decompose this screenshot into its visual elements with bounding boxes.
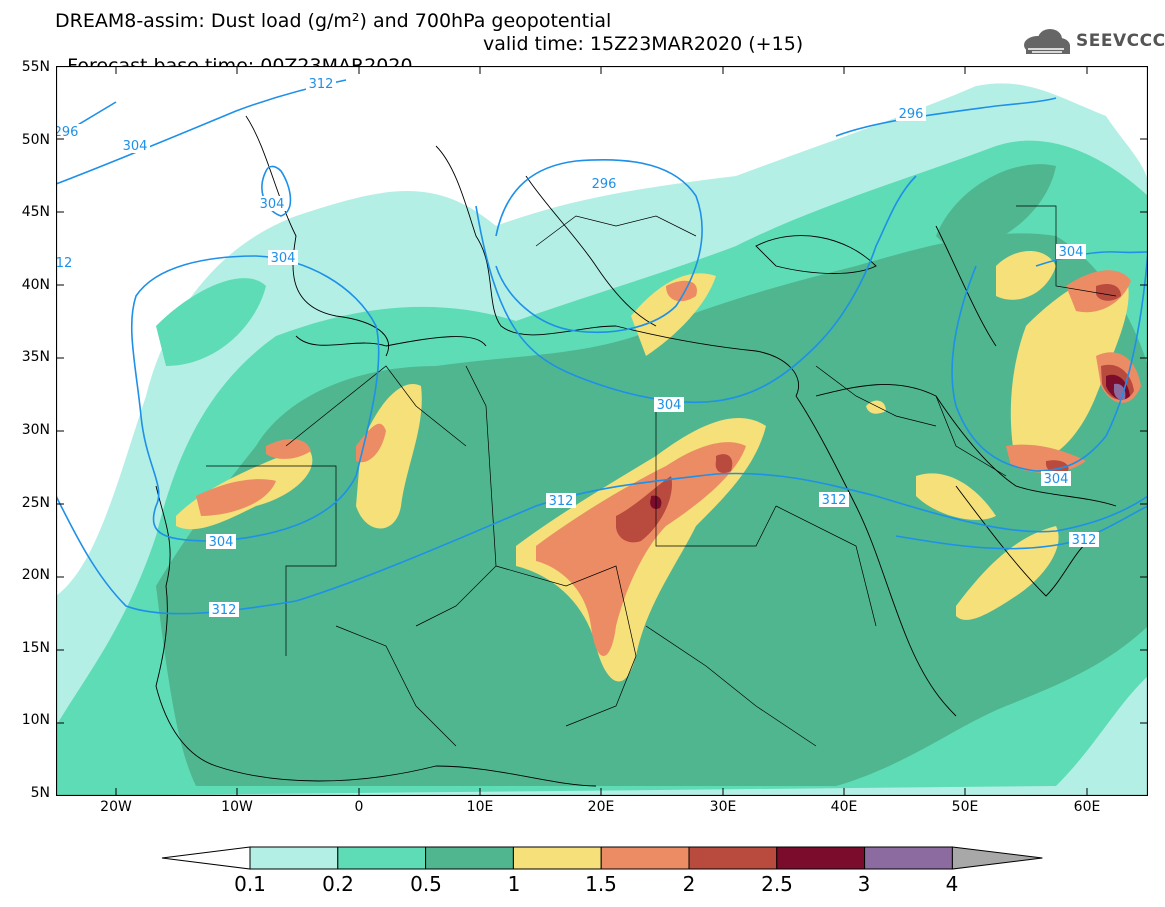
colorbar-cell [161, 846, 251, 870]
lon-label: 40E [830, 799, 858, 815]
colorbar-cell [337, 846, 427, 870]
contour-label: 12 [56, 256, 72, 271]
contour-label: 304 [1059, 245, 1084, 260]
logo-text: SEEVCCC [1076, 31, 1165, 51]
colorbar-cell [951, 846, 1043, 870]
contour-label: 296 [56, 125, 78, 140]
cloud-icon [1024, 29, 1070, 54]
colorbar-label: 0.5 [410, 872, 442, 896]
valid-time: valid time: 15Z23MAR2020 (+15) [483, 33, 804, 55]
lon-label: 10E [466, 799, 494, 815]
lat-label: 50N [21, 132, 50, 148]
colorbar-label: 2 [682, 872, 696, 896]
lat-label: 15N [21, 640, 50, 656]
colorbar-label: 1.5 [585, 872, 617, 896]
contour-label: 312 [1072, 533, 1097, 548]
colorbar-cell [864, 846, 953, 870]
lat-label: 30N [21, 422, 50, 438]
contour-label: 304 [1044, 472, 1069, 487]
contour-label: 296 [899, 107, 924, 122]
colorbar-label: 3 [857, 872, 871, 896]
lat-label: 55N [21, 59, 50, 75]
colorbar-cell [425, 846, 514, 870]
contour-label: 296 [592, 177, 617, 192]
colorbar-cell [600, 846, 690, 870]
contour-label: 304 [271, 251, 296, 266]
seevccc-logo: SEEVCCC [1018, 25, 1165, 59]
lon-label: 60E [1073, 799, 1101, 815]
colorbar-label: 2.5 [761, 872, 793, 896]
lat-label: 10N [21, 712, 50, 728]
lat-label: 35N [21, 349, 50, 365]
colorbar-cells [161, 846, 1043, 870]
contour-label: 304 [209, 535, 234, 550]
lon-label: 0 [354, 799, 364, 815]
lat-label: 40N [21, 277, 50, 293]
coastlines [155, 115, 1117, 787]
lat-label: 5N [30, 785, 50, 801]
map-title: DREAM8-assim: Dust load (g/m²) and 700hP… [55, 10, 612, 32]
colorbar-cell [249, 846, 339, 870]
lat-label: 25N [21, 495, 50, 511]
lon-label: 50E [951, 799, 979, 815]
contour-label: 312 [309, 77, 334, 92]
colorbar-label: 1 [507, 872, 521, 896]
colorbar [161, 846, 1043, 870]
contour-label: 312 [549, 494, 574, 509]
lon-label: 20E [587, 799, 615, 815]
colorbar-label: 0.2 [322, 872, 354, 896]
dust-load-map: 312 296 304 304 296 296 12 304 304 304 3… [56, 66, 1148, 796]
lon-label: 20W [100, 799, 132, 815]
axis-ticks [56, 66, 1148, 796]
lon-label: 10W [221, 799, 253, 815]
colorbar-cell [688, 846, 778, 870]
contour-label: 304 [123, 139, 148, 154]
contour-labels: 312 296 304 304 296 296 12 304 304 304 3… [56, 76, 1099, 618]
colorbar-label: 0.1 [234, 872, 266, 896]
colorbar-label: 4 [945, 872, 959, 896]
lat-label: 20N [21, 567, 50, 583]
contour-label: 312 [212, 603, 237, 618]
contour-label: 304 [260, 197, 285, 212]
lat-label: 45N [21, 204, 50, 220]
lon-label: 30E [709, 799, 737, 815]
colorbar-cell [512, 846, 602, 870]
contour-label: 304 [657, 398, 682, 413]
colorbar-cell [776, 846, 866, 870]
contour-label: 312 [822, 493, 847, 508]
